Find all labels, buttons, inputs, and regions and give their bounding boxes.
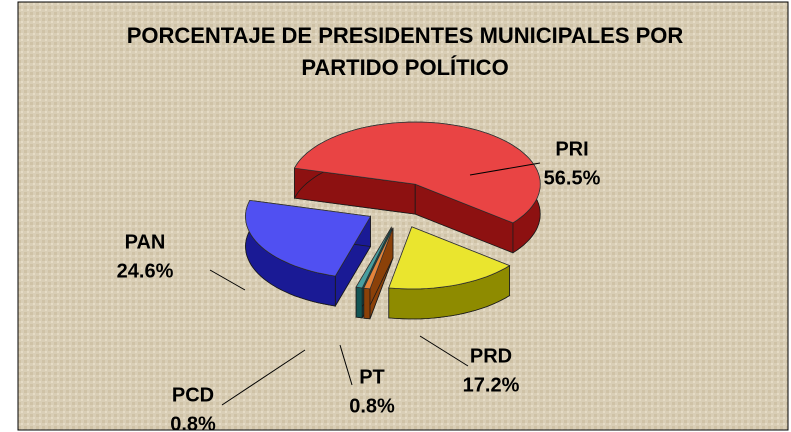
slice xyxy=(245,199,372,308)
plot-bg xyxy=(17,1,789,431)
slice xyxy=(388,226,511,320)
slice-value-label: 0.8% xyxy=(170,413,216,432)
slice-shade xyxy=(294,168,416,215)
leader-line xyxy=(339,344,353,386)
slice-shade xyxy=(245,200,336,306)
slice-top xyxy=(363,227,394,290)
chart-title: PORCENTAJE DE PRESIDENTES MUNICIPALES PO… xyxy=(126,23,684,80)
slice-highlight xyxy=(388,226,510,289)
slice-label: PRI xyxy=(555,138,588,160)
slice-label: PT xyxy=(359,366,385,388)
slice xyxy=(363,227,394,320)
slice xyxy=(293,121,541,254)
slice-label: PCD xyxy=(172,384,214,406)
slice-value-label: 56.5% xyxy=(544,167,601,189)
leader-line xyxy=(209,269,246,291)
slice-top xyxy=(355,227,392,289)
slice-value-label: 17.2% xyxy=(463,374,520,396)
slice-top xyxy=(293,121,541,224)
slice-top xyxy=(388,226,511,290)
slice-highlight xyxy=(363,227,393,289)
slice-shade xyxy=(363,288,370,319)
slice-shade xyxy=(356,287,363,318)
slice-top xyxy=(245,199,372,277)
slice-label: PRD xyxy=(470,345,512,367)
slice-value-label: 24.6% xyxy=(117,260,174,282)
leader-line xyxy=(419,335,469,367)
slice-shade xyxy=(363,227,393,319)
slice-shade xyxy=(415,184,513,253)
slice-label: PAN xyxy=(125,231,166,253)
leader-line xyxy=(221,349,306,406)
slice-highlight xyxy=(294,122,541,223)
slice-highlight xyxy=(356,227,392,288)
slice-highlight xyxy=(245,200,371,276)
slice-shade xyxy=(388,265,510,319)
slice-value-label: 0.8% xyxy=(349,395,395,417)
leader-line xyxy=(469,162,541,176)
